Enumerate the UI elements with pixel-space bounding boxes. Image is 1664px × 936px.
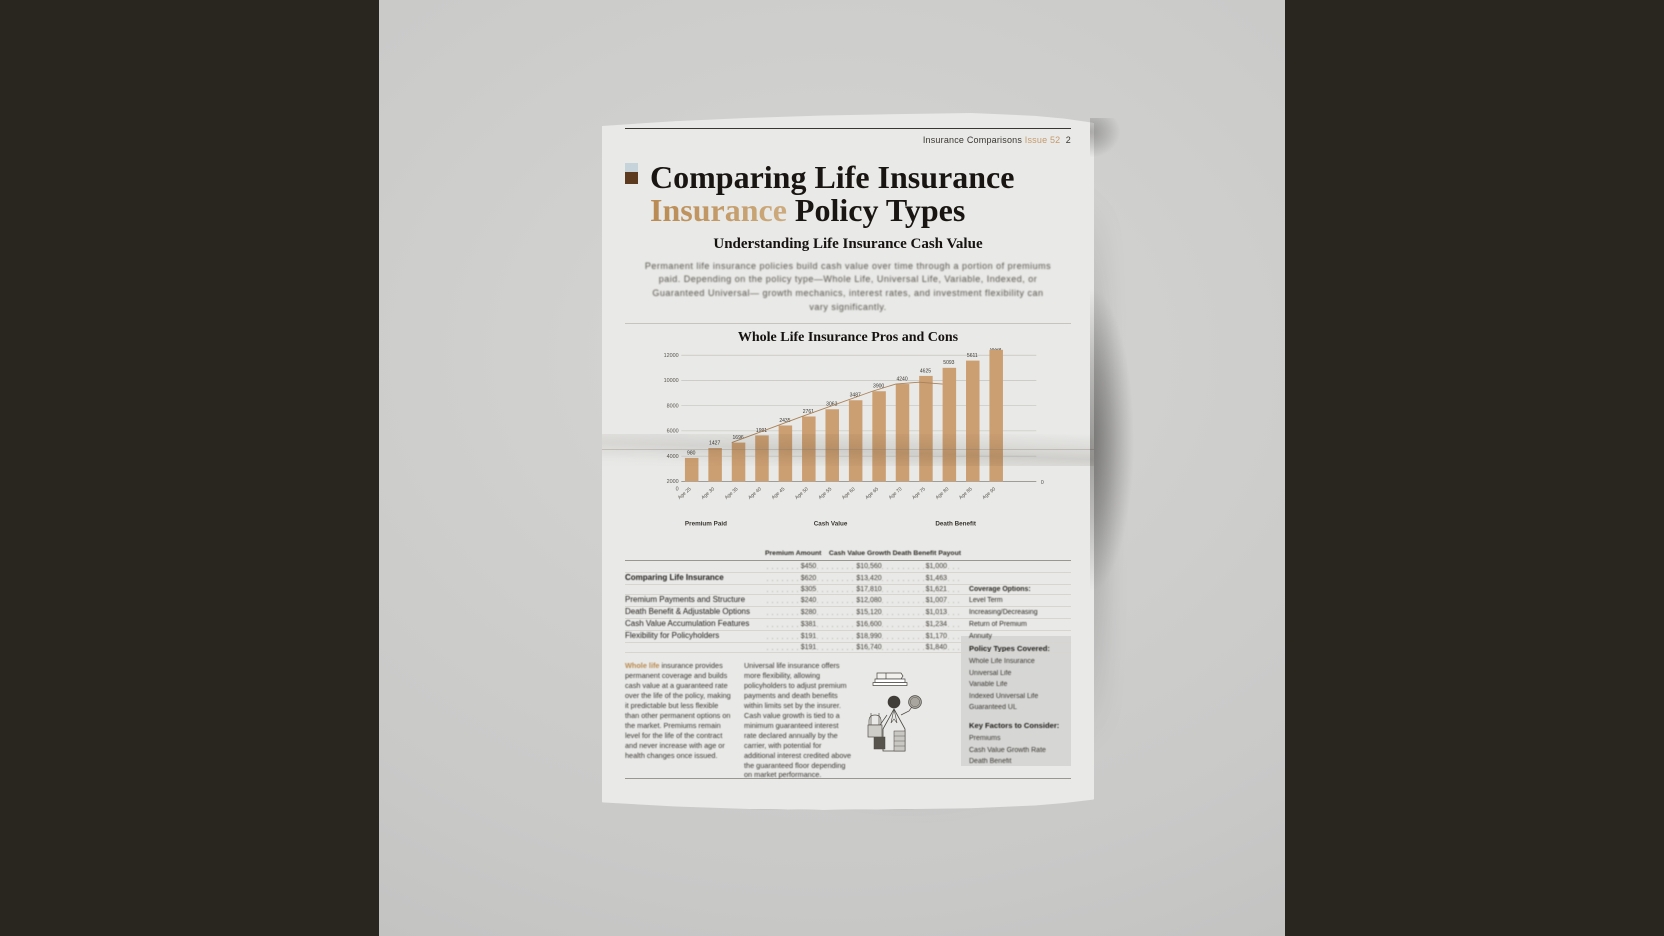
- svg-text:Death Benefit: Death Benefit: [935, 521, 976, 528]
- svg-text:Age 70: Age 70: [888, 486, 904, 501]
- svg-text:6059: 6059: [990, 348, 1001, 352]
- svg-text:6000: 6000: [667, 429, 679, 435]
- svg-text:10000: 10000: [664, 379, 679, 385]
- svg-text:0: 0: [1041, 480, 1044, 486]
- svg-text:Age 35: Age 35: [724, 486, 740, 501]
- svg-text:Age 80: Age 80: [935, 486, 951, 501]
- svg-text:Age 40: Age 40: [747, 486, 763, 501]
- svg-text:Age 85: Age 85: [958, 486, 974, 501]
- svg-text:4625: 4625: [920, 369, 931, 375]
- svg-text:2000: 2000: [667, 479, 679, 485]
- svg-text:Age 50: Age 50: [794, 486, 810, 501]
- svg-text:3900: 3900: [873, 384, 884, 390]
- svg-text:Age 25: Age 25: [677, 486, 693, 501]
- svg-text:Age 30: Age 30: [700, 486, 716, 501]
- svg-text:Age 60: Age 60: [841, 486, 857, 501]
- svg-text:5611: 5611: [967, 353, 978, 359]
- svg-text:4000: 4000: [667, 454, 679, 460]
- svg-text:Premium Paid: Premium Paid: [685, 521, 727, 528]
- svg-text:Age 45: Age 45: [771, 486, 787, 501]
- svg-text:980: 980: [687, 451, 696, 457]
- svg-text:Age 75: Age 75: [911, 486, 927, 501]
- svg-text:Age 90: Age 90: [981, 486, 997, 501]
- svg-text:1427: 1427: [709, 441, 720, 447]
- svg-text:8000: 8000: [667, 404, 679, 410]
- svg-text:0: 0: [676, 487, 679, 493]
- svg-text:Cash Value: Cash Value: [814, 521, 848, 528]
- svg-text:5093: 5093: [943, 360, 954, 366]
- svg-text:Age 65: Age 65: [864, 486, 880, 501]
- svg-text:12000: 12000: [664, 353, 679, 359]
- svg-text:4240: 4240: [896, 377, 907, 383]
- svg-text:Age 55: Age 55: [817, 486, 833, 501]
